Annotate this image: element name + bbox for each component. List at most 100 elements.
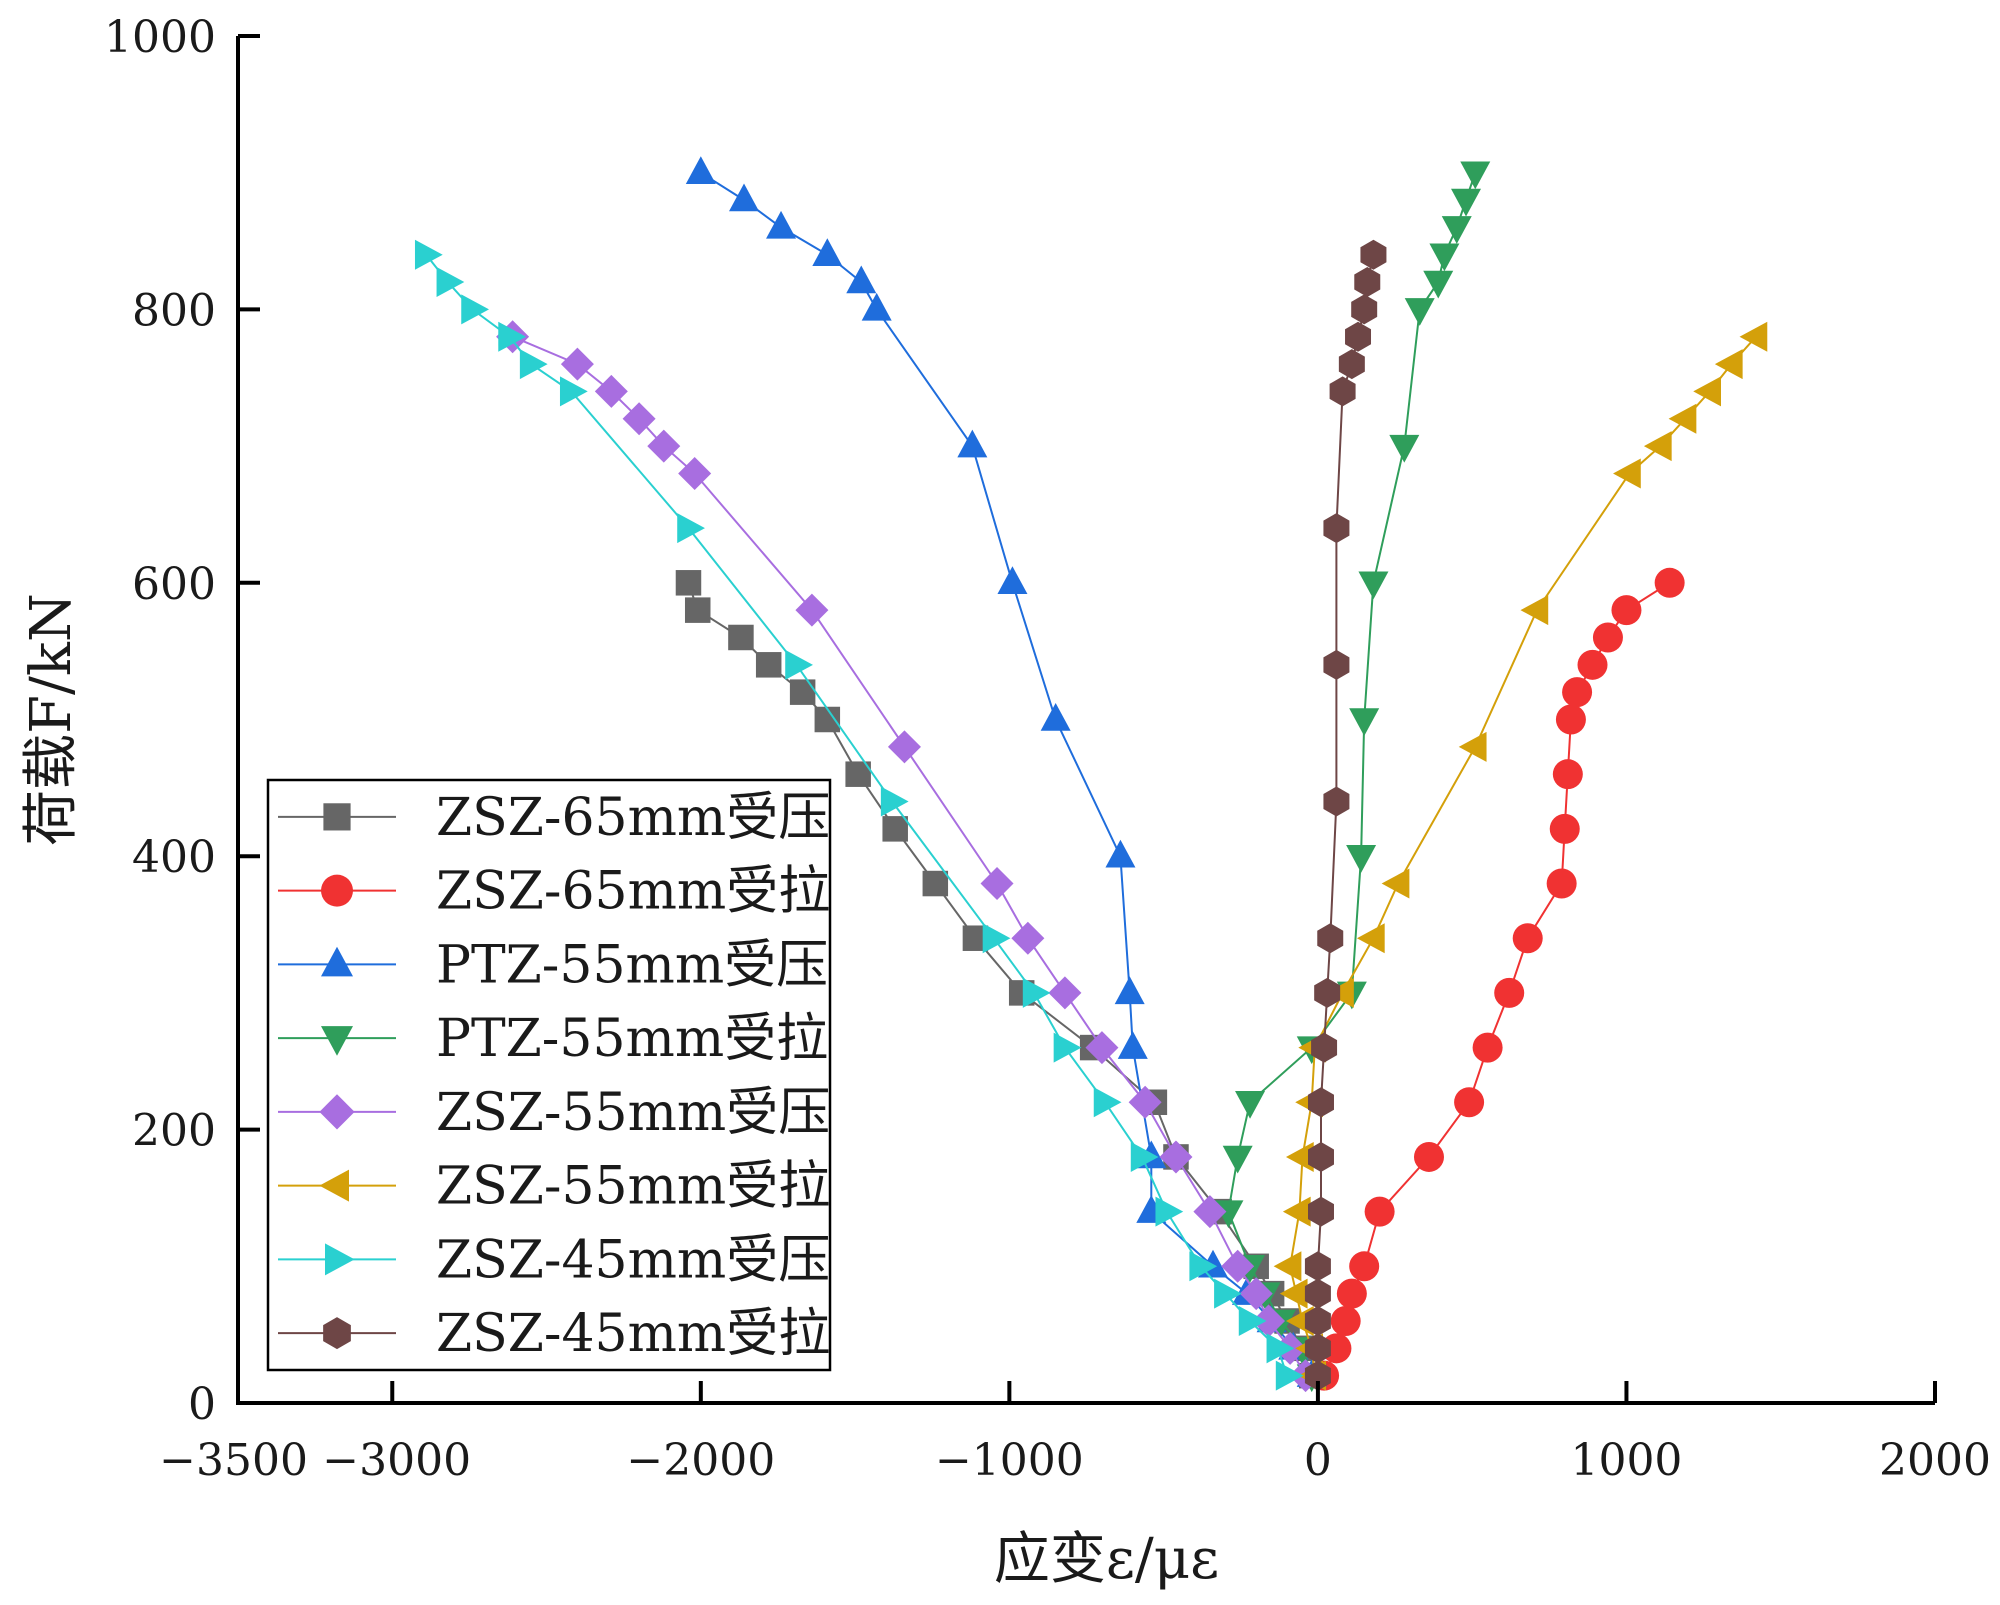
data-point (1159, 1140, 1193, 1174)
series-ZSZ-65mm受拉 (1309, 567, 1685, 1391)
data-point (1304, 1278, 1331, 1309)
data-point (1304, 1360, 1331, 1391)
data-point (812, 238, 843, 266)
data-point (1214, 1278, 1242, 1309)
data-point (1358, 571, 1389, 600)
legend-label: ZSZ-65mm受压 (436, 788, 830, 848)
data-point (1546, 868, 1577, 899)
data-point (1714, 349, 1743, 380)
legend-label: PTZ-55mm受拉 (436, 1009, 828, 1069)
data-point (1654, 567, 1685, 598)
legend-frame (266, 778, 832, 1372)
data-point (1114, 976, 1145, 1005)
data-point (1354, 267, 1381, 298)
data-point (1512, 923, 1543, 954)
data-point (1739, 321, 1768, 352)
data-point (1304, 1333, 1331, 1364)
data-point (1360, 239, 1387, 270)
data-point (1345, 321, 1372, 352)
data-point (1308, 1087, 1334, 1118)
data-point (861, 292, 892, 321)
data-point (647, 429, 681, 463)
data-point (498, 321, 527, 352)
data-point (1349, 708, 1380, 736)
data-point (414, 239, 443, 270)
y-tick-label: 600 (132, 559, 216, 610)
data-point (1266, 1333, 1295, 1364)
data-point (1117, 1031, 1148, 1059)
legend-marker (319, 1169, 349, 1202)
series-line (1323, 581, 1671, 1377)
data-point (685, 156, 716, 184)
x-axis-title: 应变ε/με (994, 1527, 1219, 1592)
data-point (1329, 376, 1356, 407)
data-point (1592, 622, 1623, 653)
series-ZSZ-55mm受拉 (1273, 321, 1768, 1391)
data-point (1555, 704, 1586, 735)
legend-marker (321, 874, 353, 907)
data-point (559, 376, 588, 407)
data-point (1346, 844, 1377, 873)
data-point (1275, 1360, 1304, 1391)
data-point (1458, 731, 1487, 762)
data-point (982, 923, 1011, 954)
data-point (795, 593, 829, 627)
y-tick-label: 200 (132, 1106, 216, 1157)
data-point (1308, 1196, 1334, 1227)
data-point (594, 374, 628, 408)
data-point (1314, 977, 1341, 1008)
x-tick-label: −3000 (322, 1435, 471, 1486)
data-point (1330, 1305, 1361, 1336)
legend-label: PTZ-55mm受压 (436, 935, 828, 995)
y-tick-label: 1000 (104, 12, 216, 63)
legend-item: PTZ-55mm受拉 (278, 1009, 828, 1069)
data-point (1011, 921, 1045, 955)
tick-labels: −3500 −3000 −2000 −1000 0 1000 2000 0 200 400 600 8… (104, 12, 1991, 1486)
x-tick-label: 0 (1304, 1435, 1332, 1486)
data-point (436, 267, 465, 298)
y-tick-label: 800 (132, 285, 216, 336)
legend-item: ZSZ-65mm受拉 (278, 862, 830, 922)
data-point (1577, 649, 1608, 680)
data-point (1429, 243, 1460, 272)
data-point (1238, 1305, 1267, 1336)
legend-item: ZSZ-55mm受压 (278, 1083, 830, 1143)
data-point (1413, 1141, 1444, 1172)
data-point (1668, 403, 1697, 434)
data-point (1404, 298, 1435, 326)
data-point (1549, 813, 1580, 844)
data-point (1304, 1251, 1331, 1282)
legend-item: ZSZ-45mm受压 (278, 1230, 830, 1290)
x-tick-label: 1000 (1570, 1435, 1682, 1486)
data-point (1323, 649, 1350, 680)
data-point (1460, 161, 1491, 190)
y-axis-title: 荷载F/kN (19, 593, 84, 846)
data-point (1336, 1278, 1367, 1309)
legend-marker (323, 803, 351, 831)
data-point (1235, 1091, 1266, 1119)
x-tick-label: −3500 (159, 1435, 308, 1486)
data-point (1520, 595, 1549, 626)
x-tick-label: 2000 (1879, 1435, 1991, 1486)
data-point (785, 649, 813, 680)
data-point (957, 429, 988, 458)
data-point (1643, 431, 1672, 462)
legend-label: ZSZ-55mm受拉 (436, 1157, 830, 1217)
data-point (519, 349, 548, 380)
x-tick-label: −1000 (935, 1435, 1084, 1486)
legend-label: ZSZ-45mm受拉 (436, 1304, 830, 1364)
data-point (997, 566, 1028, 595)
data-point (461, 294, 489, 325)
data-point (1356, 923, 1385, 954)
data-point (789, 679, 816, 705)
data-point (1611, 595, 1642, 626)
series-ZSZ-55mm受压 (496, 320, 1323, 1393)
data-point (1381, 868, 1410, 899)
data-point (1472, 1032, 1503, 1063)
data-point (1349, 1251, 1380, 1282)
data-point (1311, 1032, 1338, 1063)
legend-item: ZSZ-55mm受拉 (278, 1157, 830, 1217)
data-point (766, 210, 797, 239)
data-point (1193, 1195, 1227, 1229)
data-point (677, 513, 705, 544)
